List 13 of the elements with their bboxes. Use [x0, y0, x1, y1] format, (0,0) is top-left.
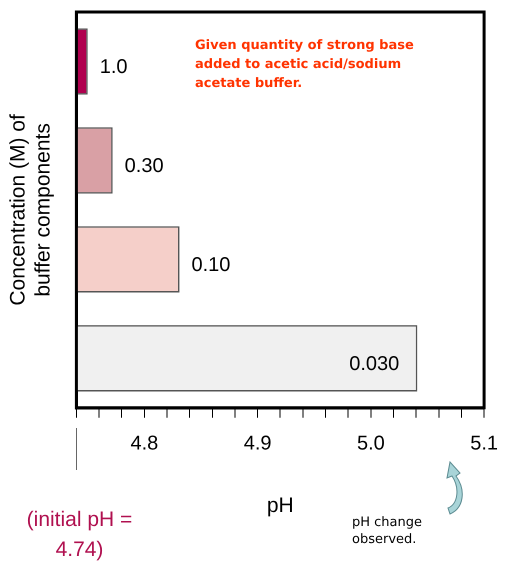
y-tick-label: 1.0	[100, 56, 128, 78]
y-tick-label: 0.30	[124, 154, 164, 177]
y-tick-label: 0.10	[191, 254, 230, 276]
y-axis-title: Concentration (M) of buffer components	[6, 114, 55, 306]
x-tick-label: 4.8	[130, 432, 158, 454]
x-axis-title: pH	[266, 494, 294, 518]
annotation: Given quantity of strong base added to acetic acid/sodium acetate buffer.	[195, 37, 415, 93]
x-tick-label: 5.0	[356, 432, 385, 454]
text: pH change observed.	[352, 514, 424, 548]
y-tick-label: 0.030	[349, 352, 400, 375]
x-tick-label: 5.1	[470, 432, 498, 454]
x-tick-label: 4.9	[244, 432, 272, 454]
text: (initial pH = 4.74)	[26, 507, 134, 563]
